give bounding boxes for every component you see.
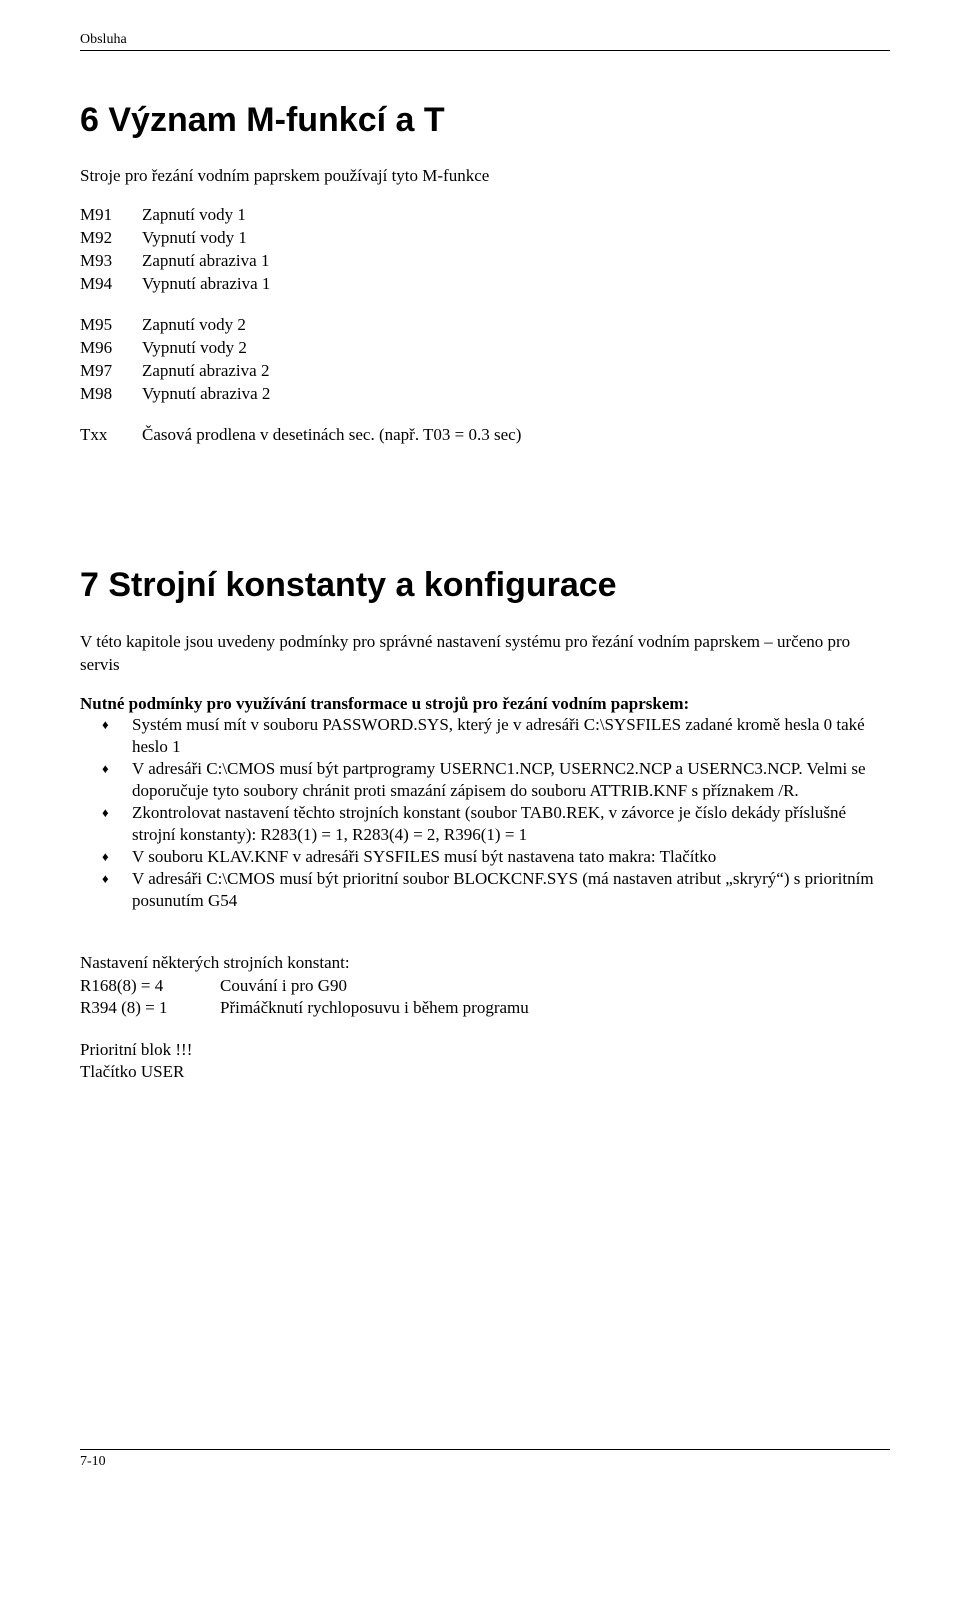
mcode-key: Txx [80,424,142,447]
setting-row: R394 (8) = 1 Přimáčknutí rychloposuvu i … [80,997,890,1019]
mcode-val: Vypnutí vody 1 [142,227,890,250]
section-1-title: 6 Význam M-funkcí a T [80,101,890,140]
mcode-row: M98Vypnutí abraziva 2 [80,383,890,406]
mcode-row: M94Vypnutí abraziva 1 [80,273,890,296]
mcode-list: M91Zapnutí vody 1 M92Vypnutí vody 1 M93Z… [80,204,890,446]
mcode-row: M93Zapnutí abraziva 1 [80,250,890,273]
mcode-val: Časová prodlena v desetinách sec. (např.… [142,424,890,447]
page: Obsluha 6 Význam M-funkcí a T Stroje pro… [0,0,960,1500]
mcode-key: M94 [80,273,142,296]
page-number: 7-10 [80,1454,106,1469]
mcode-row: M96Vypnutí vody 2 [80,337,890,360]
mcode-row: TxxČasová prodlena v desetinách sec. (na… [80,424,890,447]
section-1-intro: Stroje pro řezání vodním paprskem použív… [80,166,890,186]
bullet-item: V souboru KLAV.KNF v adresáři SYSFILES m… [80,846,890,868]
settings-title: Nastavení některých strojních konstant: [80,952,890,974]
mcode-key: M92 [80,227,142,250]
footer: 7-10 [80,1449,890,1470]
mcode-row: M95Zapnutí vody 2 [80,314,890,337]
bullet-item: V adresáři C:\CMOS musí být partprogramy… [80,758,890,802]
mcode-row: M97Zapnutí abraziva 2 [80,360,890,383]
mcode-key: M97 [80,360,142,383]
mcode-key: M98 [80,383,142,406]
bullets-lead: Nutné podmínky pro využívání transformac… [80,694,890,714]
mcode-val: Zapnutí abraziva 2 [142,360,890,383]
mcode-val: Zapnutí vody 2 [142,314,890,337]
setting-key: R394 (8) = 1 [80,997,220,1019]
mcode-key: M95 [80,314,142,337]
setting-row: R168(8) = 4 Couvání i pro G90 [80,975,890,997]
setting-key: R168(8) = 4 [80,975,220,997]
tail-line-1: Prioritní blok !!! [80,1039,890,1061]
header: Obsluha [80,30,890,51]
mcode-key: M96 [80,337,142,360]
mcode-row: M91Zapnutí vody 1 [80,204,890,227]
tail-line-2: Tlačítko USER [80,1061,890,1083]
mcode-key: M91 [80,204,142,227]
mcode-val: Vypnutí abraziva 2 [142,383,890,406]
bullet-item: V adresáři C:\CMOS musí být prioritní so… [80,868,890,912]
setting-val: Přimáčknutí rychloposuvu i během program… [220,997,890,1019]
settings-block: Nastavení některých strojních konstant: … [80,952,890,1018]
setting-val: Couvání i pro G90 [220,975,890,997]
mcode-key: M93 [80,250,142,273]
mcode-row: M92Vypnutí vody 1 [80,227,890,250]
mcode-val: Vypnutí vody 2 [142,337,890,360]
mcode-val: Vypnutí abraziva 1 [142,273,890,296]
header-label: Obsluha [80,32,127,47]
tail-block: Prioritní blok !!! Tlačítko USER [80,1039,890,1083]
mcode-val: Zapnutí vody 1 [142,204,890,227]
section-2-intro: V této kapitole jsou uvedeny podmínky pr… [80,631,890,675]
section-2-title: 7 Strojní konstanty a konfigurace [80,566,890,605]
mcode-val: Zapnutí abraziva 1 [142,250,890,273]
bullet-item: Systém musí mít v souboru PASSWORD.SYS, … [80,714,890,758]
bullets-list: Systém musí mít v souboru PASSWORD.SYS, … [80,714,890,913]
bullet-item: Zkontrolovat nastavení těchto strojních … [80,802,890,846]
